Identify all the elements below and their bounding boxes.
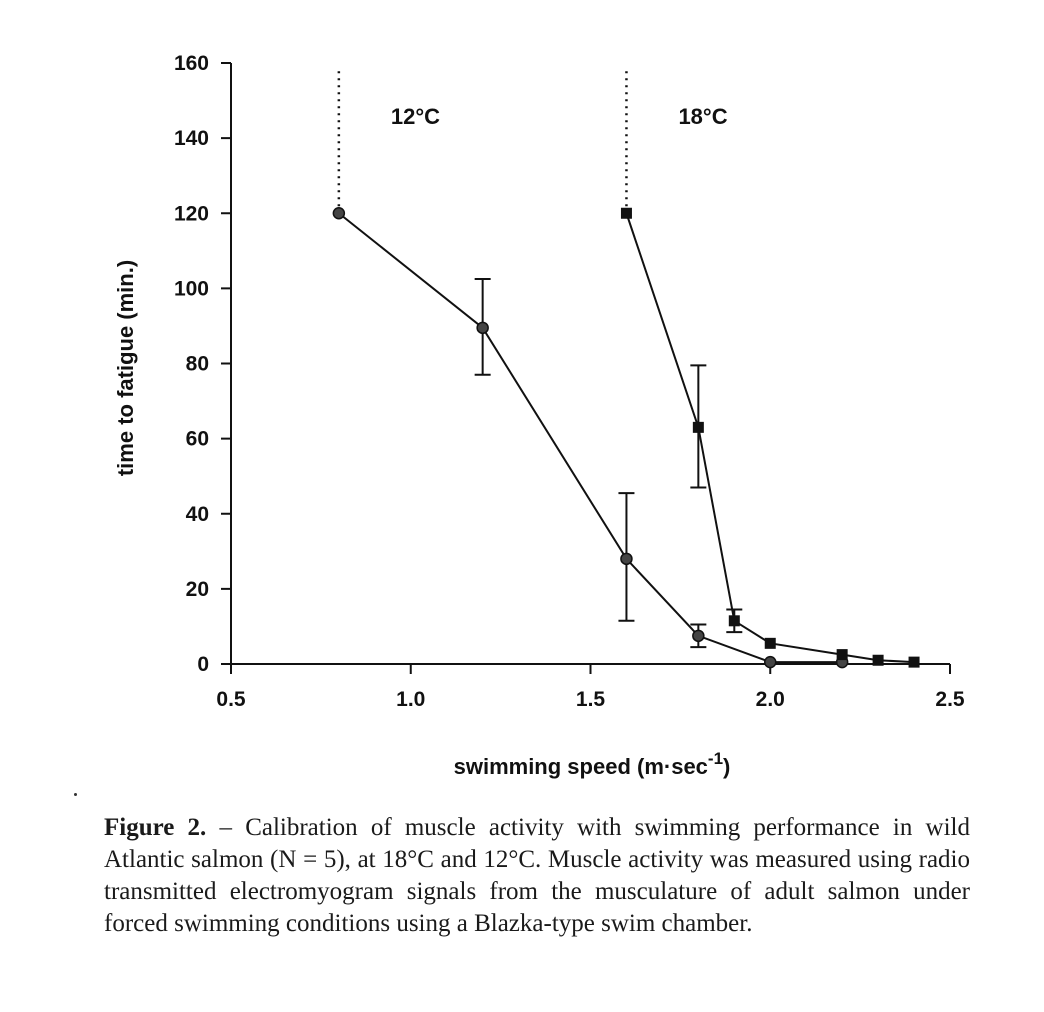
y-axis-title: time to fatigue (min.) — [113, 260, 138, 476]
chart: 0 20 40 60 80 100 120 140 160 0.5 1.0 1.5 2.0 2.5 12°… — [113, 52, 965, 779]
y-tick-label: 40 — [186, 503, 209, 526]
data-point-circle — [476, 321, 489, 335]
series-1: 12°C — [332, 68, 849, 669]
x-tick-label: 1.0 — [396, 688, 425, 711]
y-tick-label: 0 — [197, 653, 209, 676]
x-axis-title-main: swimming speed (m·sec — [454, 754, 708, 779]
data-point-circle — [332, 207, 346, 220]
x-tick-label: 2.0 — [756, 688, 785, 711]
data-point-square — [872, 654, 884, 666]
data-point-circle — [764, 655, 777, 669]
series-label: 18°C — [678, 104, 727, 129]
x-axis-title-close: ) — [723, 754, 730, 779]
series-2: 18°C — [620, 68, 920, 668]
x-axis-title-sup: -1 — [708, 749, 723, 768]
y-tick-label: 140 — [174, 127, 209, 150]
y-tick-label: 60 — [186, 428, 209, 451]
y-tick-label: 120 — [174, 202, 209, 225]
y-tick-label: 100 — [174, 277, 209, 300]
caption-text: – Calibration of muscle activity with sw… — [104, 814, 970, 937]
series-label: 12°C — [391, 104, 440, 129]
data-point-square — [908, 656, 920, 668]
data-point-square — [620, 207, 632, 219]
series-layer: 12°C 18°C — [332, 68, 920, 669]
y-tick-label: 80 — [186, 353, 209, 376]
x-tick-label: 2.5 — [935, 688, 965, 711]
y-tick-label: 160 — [174, 52, 209, 75]
data-point-circle — [620, 552, 633, 566]
figure-caption: Figure 2. – Calibration of muscle activi… — [104, 812, 970, 940]
data-point-square — [692, 421, 704, 433]
data-point-square — [728, 615, 740, 627]
data-point-circle — [692, 629, 705, 643]
caption-lead: Figure 2. — [104, 814, 207, 841]
series-line — [338, 212, 843, 664]
series-line — [625, 212, 915, 664]
y-tick-label: 20 — [186, 578, 209, 601]
x-axis-title: swimming speed (m·sec-1) — [454, 749, 731, 779]
x-tick-label: 1.5 — [576, 688, 606, 711]
data-point-square — [764, 637, 776, 649]
stray-dot — [74, 793, 77, 796]
axes: 0 20 40 60 80 100 120 140 160 0.5 1.0 1.5 2.0 2.5 — [174, 52, 965, 711]
x-tick-label: 0.5 — [216, 688, 246, 711]
data-point-square — [836, 649, 848, 661]
